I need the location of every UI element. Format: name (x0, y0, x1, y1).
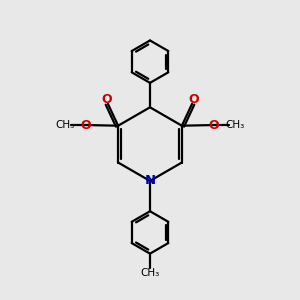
Text: O: O (101, 93, 112, 106)
Text: CH₃: CH₃ (55, 120, 74, 130)
Text: CH₃: CH₃ (226, 120, 245, 130)
Text: O: O (209, 118, 219, 132)
Text: O: O (81, 118, 91, 132)
Text: N: N (144, 174, 156, 188)
Text: O: O (188, 93, 199, 106)
Text: CH₃: CH₃ (140, 268, 160, 278)
